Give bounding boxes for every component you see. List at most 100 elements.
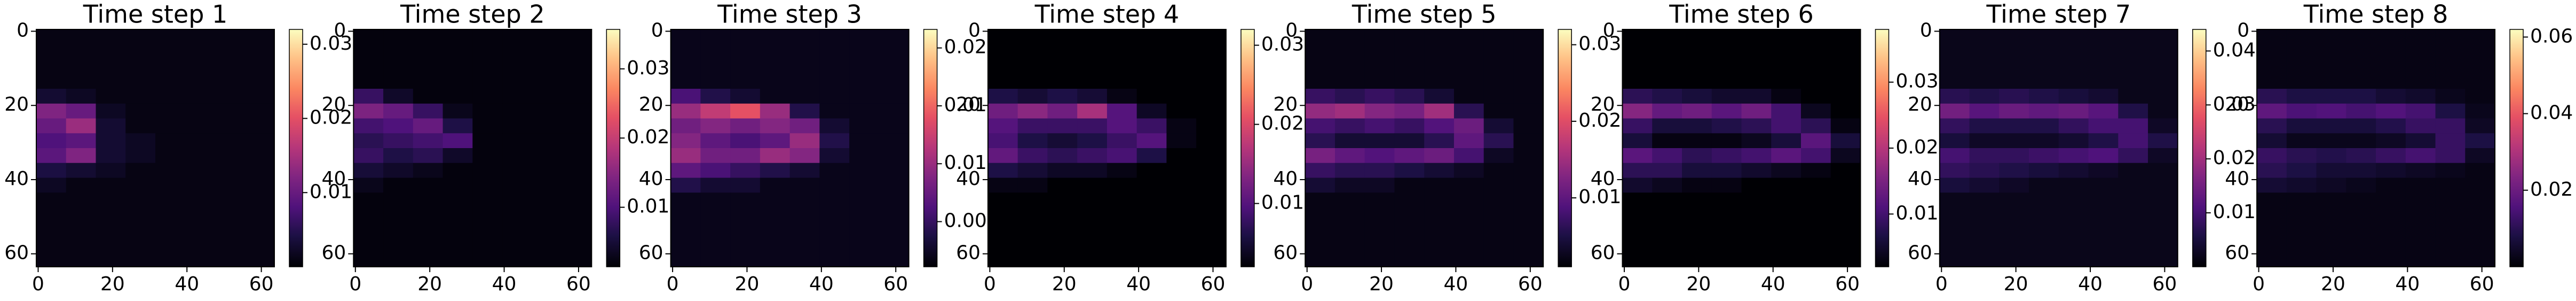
heat-cell [2316,103,2346,119]
heat-cell [185,103,215,119]
heat-cell [730,177,761,193]
colorbar-tick-label: 0.01 [627,196,669,218]
heat-cell [1801,177,1831,193]
heat-cell [700,103,731,119]
heat-cell [96,89,126,104]
heat-cell [1364,177,1395,193]
heat-cell [2465,118,2495,134]
heat-cell [562,103,592,119]
heat-cell [2465,29,2495,89]
colorbar-tick-label: 0.03 [1261,34,1304,56]
heat-cell [1196,89,1227,104]
heat-cell [1741,177,1772,193]
heat-cell [2286,177,2317,193]
heat-cell [1622,133,1653,149]
heat-cell [2286,103,2317,119]
heat-cell [2405,118,2436,134]
x-tick-label: 0 [1618,273,1631,295]
heat-cell [1394,89,1425,104]
heat-cell [1077,89,1108,104]
heat-cell [1047,148,1078,164]
heat-cell [2346,192,2376,267]
colorbar-tick-label: 0.02 [2213,147,2256,169]
heat-cell [730,118,761,134]
heat-cell [96,29,126,89]
heat-cell [2465,103,2495,119]
heat-cell [1017,192,1048,267]
heat-cell [353,148,384,164]
heat-cell [244,118,275,134]
heat-cell [125,89,156,104]
heat-cell [670,133,701,149]
heat-cell [1939,177,1970,193]
x-tick-label: 40 [2395,273,2420,295]
heat-cell [1017,177,1048,193]
heat-cell [2118,103,2148,119]
heat-cell [1652,103,1682,119]
axes-frame [987,29,1227,267]
heat-cell [1136,133,1167,149]
heat-cell [1711,177,1742,193]
heat-cell [125,192,156,267]
heat-cell [1334,163,1365,178]
heat-cell [1999,192,2029,267]
heat-cell [1652,192,1682,267]
heat-cell [1305,103,1336,119]
heat-cell [2376,89,2406,104]
heat-cell [383,118,414,134]
heat-cell [215,29,245,89]
x-tick-label: 40 [2078,273,2103,295]
heat-cell [1830,89,1861,104]
heat-cell [1047,29,1078,89]
heat-cell [1107,163,1137,178]
heat-cell [1830,133,1861,149]
heat-cell [1711,133,1742,149]
heat-cell [532,103,563,119]
colorbar [1558,29,1572,267]
y-tick-label: 20 [1273,94,1298,115]
heat-cell [96,163,126,178]
heat-cell [1939,118,1970,134]
heat-cell [2058,148,2089,164]
heat-cell [2148,118,2178,134]
colorbar [289,29,303,267]
heat-cell [1999,148,2029,164]
heat-cell [1077,192,1108,267]
axes-frame [353,29,592,267]
heat-cell [502,148,533,164]
heat-cell [1801,148,1831,164]
colorbar [2509,29,2524,267]
colorbar-tick-label: 0.02 [1261,113,1304,135]
heat-cell [1077,103,1108,119]
axes-frame [1939,29,2178,267]
x-tick-label: 0 [1301,273,1313,295]
colorbar-tick-label: 0.04 [2213,39,2256,61]
heat-cell [2465,133,2495,149]
x-tick-label: 20 [1369,273,1394,295]
heat-cell [819,133,850,149]
heat-cell [502,177,533,193]
colorbar-tick-label: 0.03 [1578,33,1621,55]
heat-cell [442,148,473,164]
y-tick-label: 20 [1908,94,1932,115]
heat-cell [66,29,96,89]
heat-cell [36,148,67,164]
heat-cell [2405,89,2436,104]
heat-cell [819,148,850,164]
heat-cell [1830,118,1861,134]
heat-cell [353,163,384,178]
heat-cell [2029,192,2059,267]
colorbar-tick-label: 0.03 [1896,71,1939,92]
heat-cell [1741,118,1772,134]
heat-cell [1453,29,1484,89]
heat-cell [1453,133,1484,149]
heat-cell [849,148,880,164]
heat-cell [2376,163,2406,178]
heat-cell [1394,118,1425,134]
heat-cell [1711,148,1742,164]
heat-cell [1483,133,1514,149]
heat-cell [185,192,215,267]
heat-cell [2376,177,2406,193]
